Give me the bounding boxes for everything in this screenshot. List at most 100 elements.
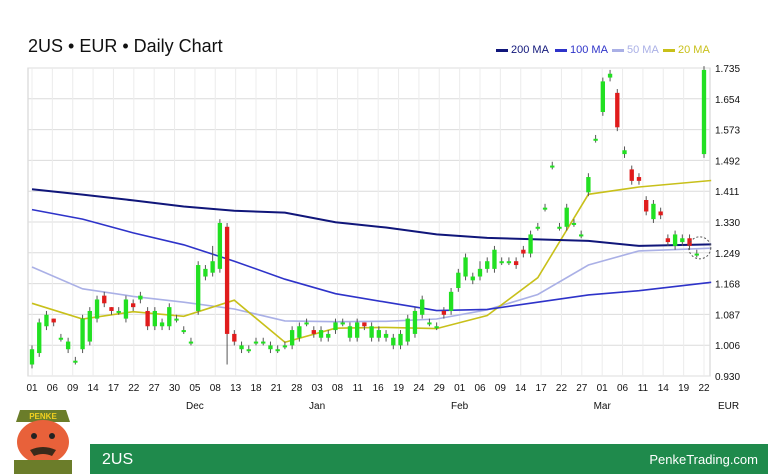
price-chart: 1.735 1.654 1.573 1.492 1.411 1.330 1.249 1.168… <box>26 64 740 412</box>
candle-up <box>304 322 309 325</box>
candle-down <box>636 177 642 181</box>
x-tick-label: 06 <box>617 383 629 394</box>
mascot-hat <box>16 410 70 422</box>
x-tick-label: 30 <box>169 383 181 394</box>
candle-up <box>672 234 678 246</box>
candle-up <box>557 226 562 229</box>
candle-up <box>412 310 418 334</box>
candle-up <box>528 234 533 254</box>
legend-200ma-label: 200 MA <box>511 44 549 56</box>
mascot-body <box>14 460 72 474</box>
legend-50ma-label: 50 MA <box>627 44 659 56</box>
candle-up <box>29 349 35 365</box>
candle-down <box>224 226 230 334</box>
candle-down <box>232 333 237 342</box>
footer-site-link[interactable]: PenkeTrading.com <box>649 452 758 467</box>
candle-up <box>217 222 223 269</box>
candle-up <box>253 341 259 344</box>
candle-up <box>275 349 280 352</box>
candle-up <box>456 272 461 288</box>
month-label: Feb <box>451 401 469 412</box>
candle-down <box>109 307 114 311</box>
candle-up <box>174 318 179 321</box>
candle-up <box>550 165 555 168</box>
ma100-line <box>31 208 712 312</box>
candle-down <box>644 200 649 212</box>
mascot-face <box>17 420 69 464</box>
x-tick-label: 24 <box>413 383 425 394</box>
candle-up <box>116 310 121 313</box>
legend-50ma: 50 MA <box>612 44 659 56</box>
x-tick-label: 27 <box>149 383 161 394</box>
candle-up <box>600 81 606 112</box>
x-tick-label: 22 <box>128 383 140 394</box>
y-tick-label: 1.087 <box>715 310 740 321</box>
month-label: Mar <box>594 401 612 412</box>
candle-up <box>94 299 100 319</box>
candle-down <box>102 295 107 304</box>
candle-down <box>51 318 56 323</box>
mascot-moustache <box>30 447 56 456</box>
x-tick-label: 27 <box>576 383 588 394</box>
candle-down <box>658 211 663 216</box>
legend-20ma-swatch <box>663 48 675 52</box>
month-label: Jan <box>309 401 325 412</box>
candle-up <box>586 177 591 193</box>
legend-20ma-label: 20 MA <box>678 44 710 56</box>
candle-up <box>578 234 584 237</box>
candle-down <box>615 92 620 128</box>
candle-up <box>535 226 540 229</box>
x-tick-label: 14 <box>658 383 670 394</box>
candle-up <box>159 322 165 327</box>
candle-up <box>391 337 396 346</box>
x-tick-label: 21 <box>271 383 283 394</box>
legend-200ma-swatch <box>496 48 508 52</box>
candle-up <box>622 150 627 155</box>
candle-up <box>138 295 143 300</box>
candle-up <box>37 322 42 354</box>
highlight-circle <box>688 236 712 260</box>
candle-down <box>311 330 316 334</box>
candle-down <box>130 303 136 308</box>
candle-up <box>87 310 92 342</box>
candle-up <box>196 265 201 311</box>
mascot-badge: PENKE <box>29 412 57 421</box>
x-tick-label: 14 <box>88 383 100 394</box>
legend-100ma-label: 100 MA <box>570 44 608 56</box>
candle-up <box>239 345 244 350</box>
candle-up <box>434 326 439 329</box>
candle-up <box>203 268 208 277</box>
candle-up <box>470 276 475 281</box>
x-tick-label: 22 <box>556 383 568 394</box>
candle-up <box>347 326 353 338</box>
candle-up <box>564 207 569 227</box>
candle-down <box>513 261 519 266</box>
candle-up <box>383 333 389 338</box>
candle-up <box>448 291 454 311</box>
candle-down <box>521 249 526 254</box>
candle-up <box>506 261 512 264</box>
candle-up <box>80 318 85 350</box>
candle-up <box>44 314 49 327</box>
candle-up <box>188 341 194 344</box>
candle-up <box>651 203 656 220</box>
y-tick-label: 1.654 <box>715 95 740 106</box>
legend-20ma: 20 MA <box>663 44 710 56</box>
x-tick-label: 09 <box>67 383 79 394</box>
candle-up <box>680 238 685 243</box>
x-tick-label: 05 <box>189 383 201 394</box>
x-tick-label: 17 <box>536 383 548 394</box>
candle-up <box>261 341 266 344</box>
legend-100ma-swatch <box>555 48 567 52</box>
legend-200ma: 200 MA <box>496 44 549 56</box>
y-tick-label: 1.168 <box>715 280 740 291</box>
candle-up <box>427 322 432 325</box>
candle-down <box>362 322 367 327</box>
x-tick-label: 22 <box>698 383 710 394</box>
candle-up <box>65 341 71 350</box>
ma20-line <box>31 179 712 344</box>
legend-50ma-swatch <box>612 48 624 52</box>
candle-up <box>499 261 504 264</box>
chart-title: 2US • EUR • Daily Chart <box>28 36 223 56</box>
candle-up <box>326 333 331 338</box>
